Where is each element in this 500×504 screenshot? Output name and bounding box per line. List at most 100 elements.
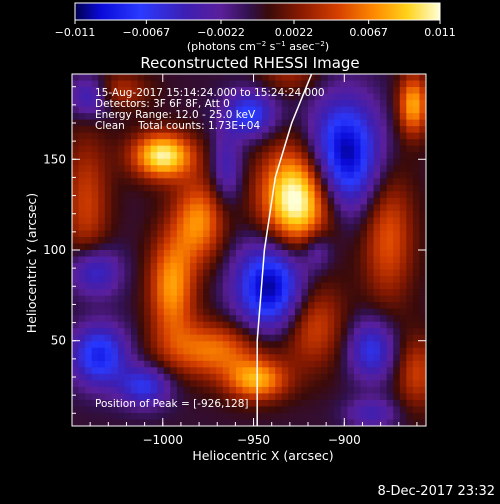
- heatmap-pixel: [275, 178, 283, 186]
- heatmap-pixel: [78, 80, 86, 88]
- heatmap-pixel: [117, 100, 126, 108]
- heatmap-pixel: [353, 191, 362, 199]
- heatmap-pixel: [373, 380, 381, 388]
- heatmap-pixel: [222, 126, 230, 134]
- heatmap-pixel: [314, 367, 322, 375]
- heatmap-pixel: [229, 386, 237, 395]
- heatmap-pixel: [150, 139, 158, 147]
- heatmap-pixel: [72, 269, 80, 277]
- heatmap-pixel: [249, 263, 257, 271]
- heatmap-pixel: [275, 197, 283, 205]
- heatmap-pixel: [163, 74, 171, 82]
- heatmap-pixel: [288, 158, 296, 166]
- heatmap-pixel: [150, 334, 158, 342]
- heatmap-pixel: [340, 276, 348, 284]
- heatmap-pixel: [170, 191, 178, 199]
- heatmap-pixel: [334, 341, 342, 349]
- heatmap-pixel: [412, 269, 421, 277]
- heatmap-pixel: [222, 295, 230, 303]
- heatmap-pixel: [249, 106, 257, 114]
- heatmap-pixel: [235, 158, 244, 166]
- heatmap-pixel: [327, 100, 335, 108]
- heatmap-pixel: [327, 386, 335, 395]
- heatmap-pixel: [262, 256, 270, 264]
- heatmap-pixel: [327, 165, 335, 173]
- heatmap-pixel: [412, 132, 421, 140]
- heatmap-pixel: [393, 165, 401, 173]
- heatmap-pixel: [327, 367, 335, 375]
- heatmap-pixel: [334, 126, 342, 134]
- heatmap-pixel: [294, 80, 303, 88]
- heatmap-pixel: [85, 412, 93, 421]
- heatmap-pixel: [255, 74, 263, 82]
- heatmap-pixel: [281, 100, 289, 108]
- heatmap-pixel: [131, 373, 139, 381]
- heatmap-pixel: [249, 250, 257, 258]
- heatmap-pixel: [249, 302, 257, 310]
- heatmap-pixel: [98, 393, 106, 401]
- heatmap-pixel: [314, 126, 322, 134]
- heatmap-pixel: [249, 373, 257, 381]
- heatmap-pixel: [170, 132, 178, 140]
- heatmap-pixel: [137, 393, 145, 401]
- heatmap-pixel: [393, 256, 401, 264]
- heatmap-pixel: [229, 93, 237, 101]
- heatmap-pixel: [340, 341, 348, 349]
- heatmap-pixel: [321, 289, 329, 297]
- heatmap-pixel: [209, 308, 217, 316]
- heatmap-pixel: [124, 106, 132, 114]
- heatmap-pixel: [367, 412, 375, 421]
- heatmap-pixel: [209, 243, 217, 251]
- heatmap-pixel: [176, 250, 185, 258]
- heatmap-pixel: [91, 263, 99, 271]
- heatmap-pixel: [111, 269, 119, 277]
- heatmap-pixel: [216, 243, 224, 251]
- heatmap-pixel: [308, 119, 316, 127]
- x-tick-label: −900: [328, 433, 361, 447]
- heatmap-pixel: [406, 152, 414, 160]
- heatmap-pixel: [314, 223, 322, 232]
- heatmap-pixel: [229, 250, 237, 258]
- heatmap-pixel: [229, 158, 237, 166]
- heatmap-pixel: [209, 328, 217, 336]
- heatmap-pixel: [314, 80, 322, 88]
- heatmap-pixel: [353, 380, 362, 388]
- heatmap-pixel: [399, 80, 407, 88]
- heatmap-pixel: [131, 295, 139, 303]
- heatmap-pixel: [176, 145, 185, 153]
- heatmap-pixel: [380, 243, 388, 251]
- heatmap-pixel: [229, 100, 237, 108]
- observation-annotations: 15-Aug-2017 15:14:24.000 to 15:24:24.000…: [95, 87, 325, 132]
- heatmap-pixel: [301, 373, 309, 381]
- heatmap-pixel: [386, 100, 394, 108]
- heatmap-pixel: [268, 178, 276, 186]
- heatmap-pixel: [229, 399, 237, 408]
- heatmap-pixel: [340, 399, 348, 408]
- heatmap-pixel: [176, 354, 185, 362]
- heatmap-pixel: [196, 119, 204, 127]
- heatmap-pixel: [268, 113, 276, 121]
- heatmap-pixel: [347, 171, 355, 179]
- heatmap-pixel: [294, 210, 303, 219]
- heatmap-pixel: [78, 269, 86, 277]
- heatmap-pixel: [367, 341, 375, 349]
- heatmap-pixel: [222, 308, 230, 316]
- heatmap-pixel: [157, 263, 165, 271]
- heatmap-pixel: [196, 282, 204, 290]
- heatmap-pixel: [314, 295, 322, 303]
- heatmap-pixel: [91, 165, 99, 173]
- heatmap-pixel: [308, 269, 316, 277]
- heatmap-pixel: [255, 236, 263, 245]
- heatmap-pixel: [373, 412, 381, 421]
- heatmap-pixel: [327, 236, 335, 245]
- heatmap-pixel: [91, 412, 99, 421]
- heatmap-pixel: [203, 165, 211, 173]
- heatmap-pixel: [104, 178, 112, 186]
- heatmap-pixel: [334, 165, 342, 173]
- heatmap-pixel: [301, 210, 309, 219]
- heatmap-pixel: [412, 282, 421, 290]
- heatmap-pixel: [321, 282, 329, 290]
- heatmap-pixel: [144, 165, 152, 173]
- heatmap-pixel: [275, 289, 283, 297]
- heatmap-pixel: [288, 263, 296, 271]
